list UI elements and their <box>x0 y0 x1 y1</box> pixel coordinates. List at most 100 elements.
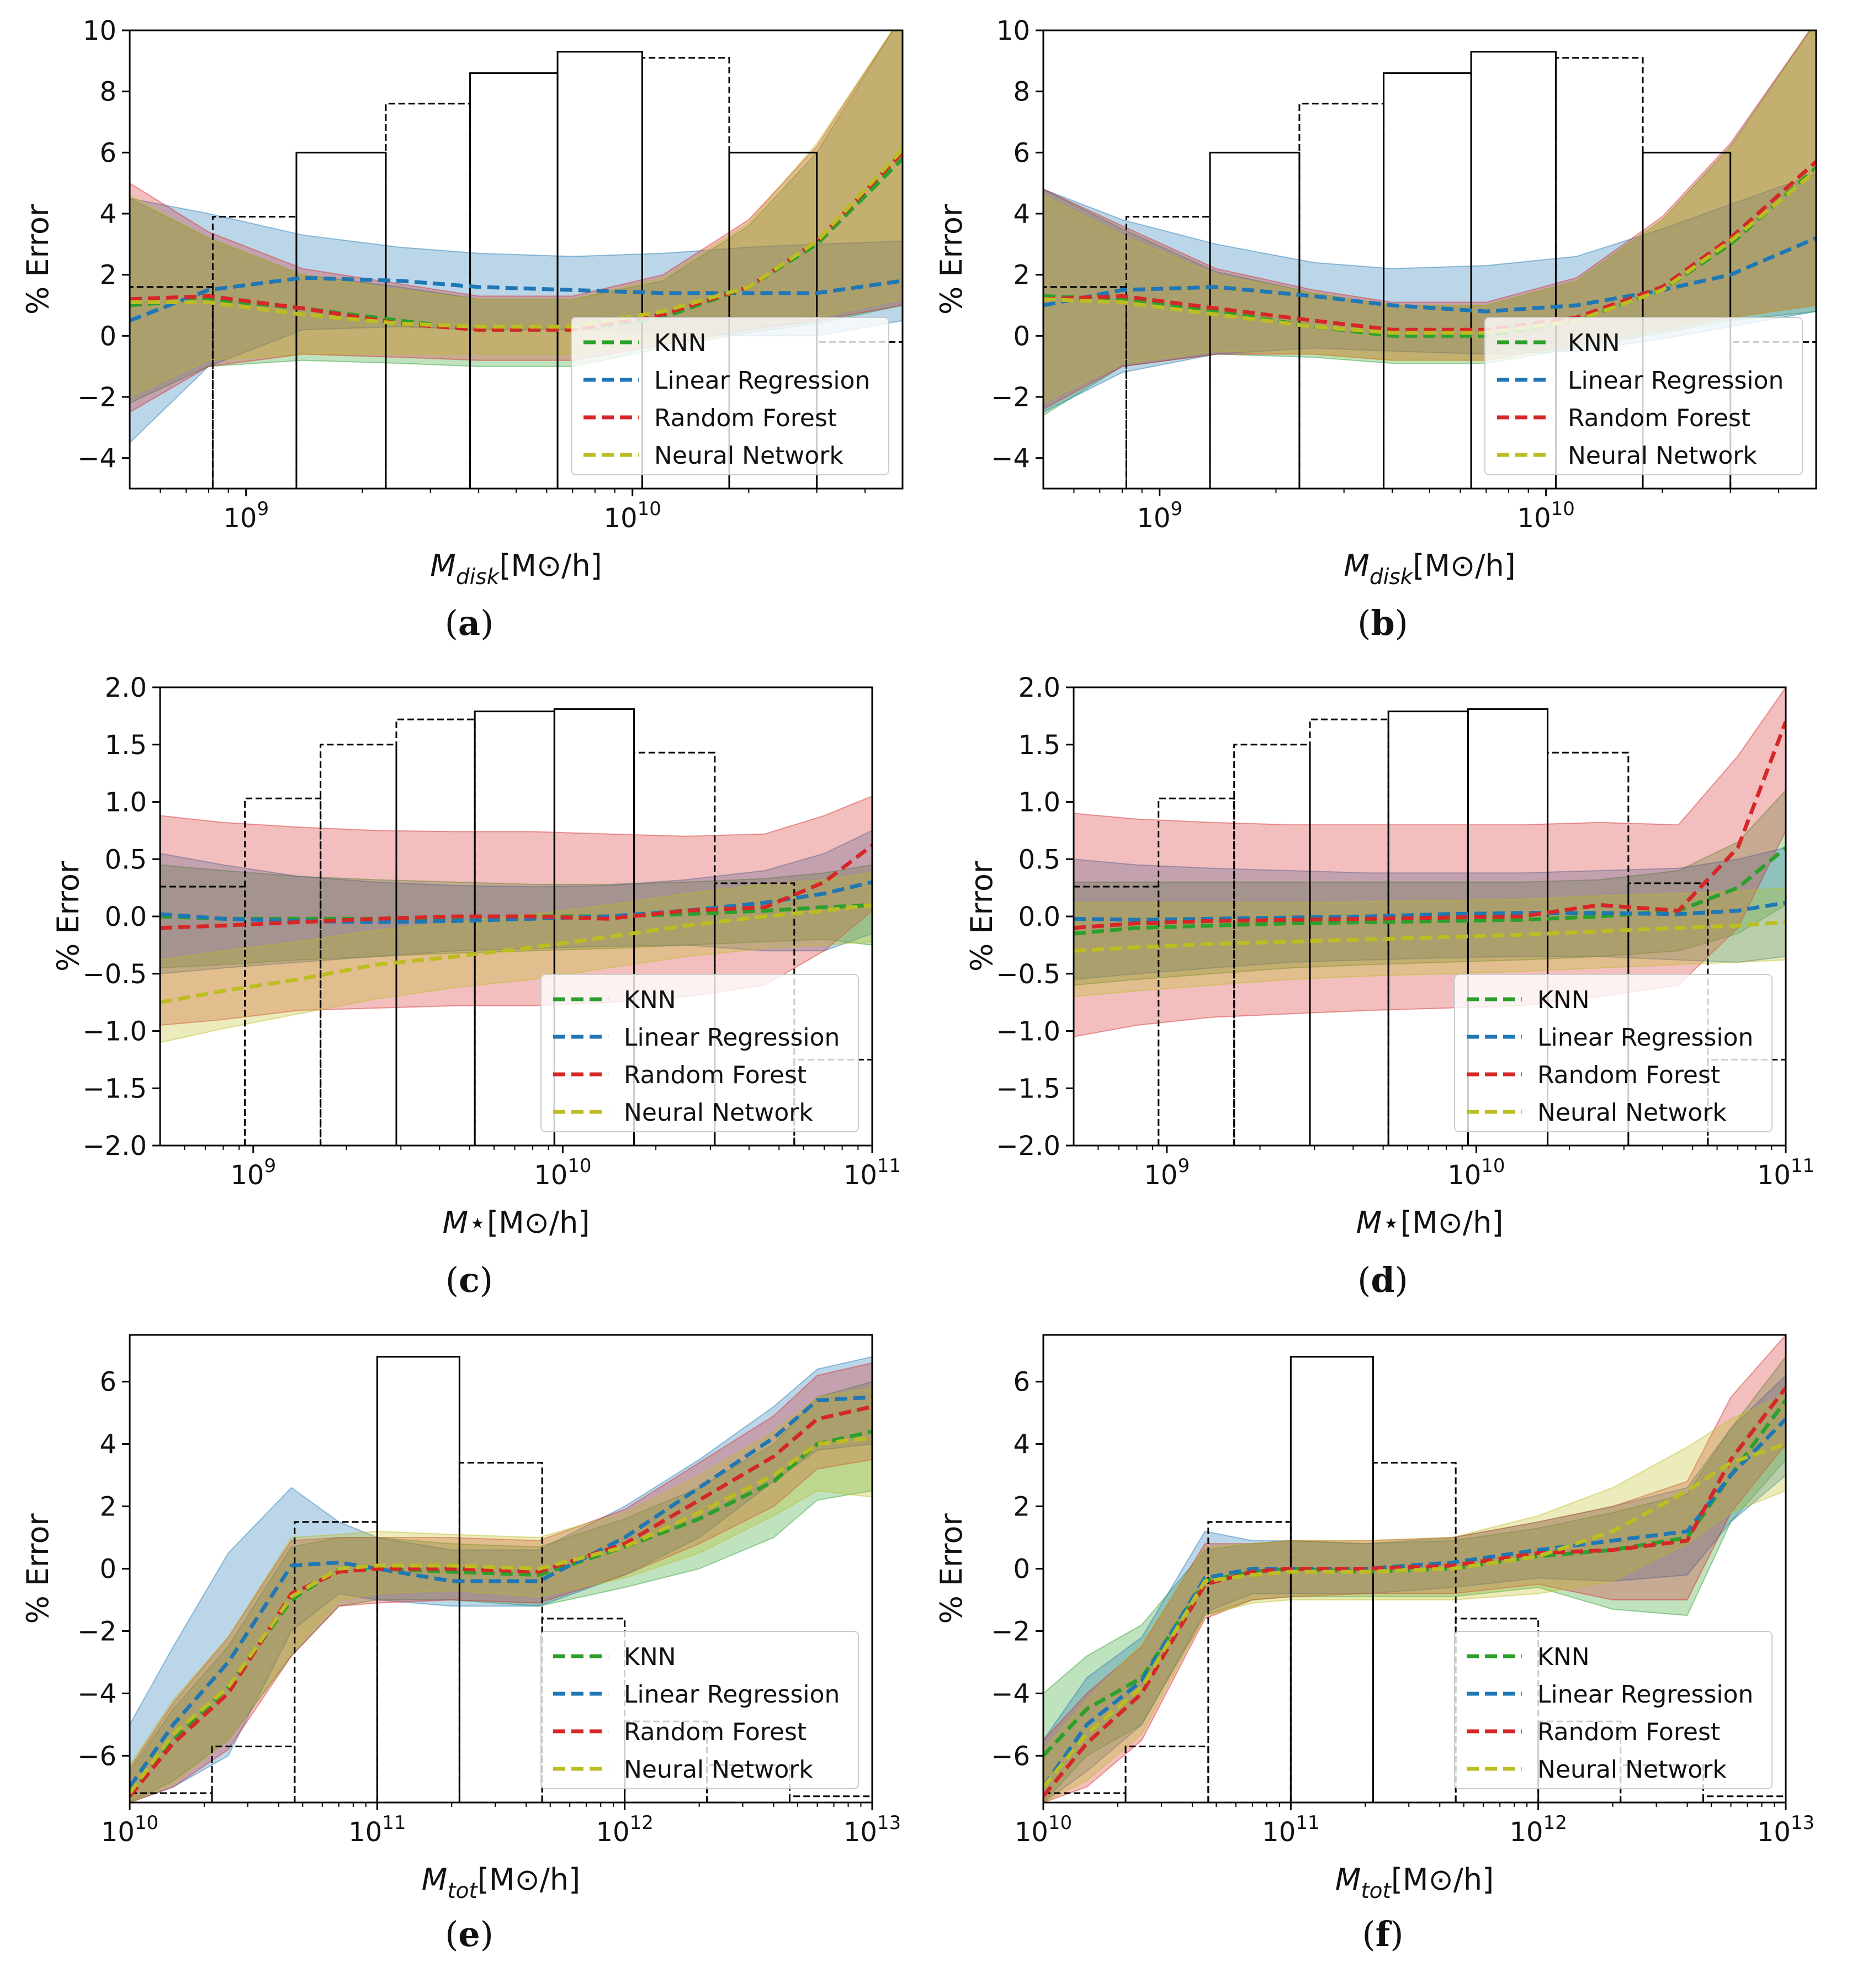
band-linear-regression <box>1043 1375 1786 1803</box>
x-axis-label: Mdisk[M⊙/h] <box>1344 548 1515 590</box>
legend-label: Linear Regression <box>654 367 870 395</box>
y-tick-label: −4 <box>991 443 1030 474</box>
panel-caption: (e) <box>445 1914 493 1954</box>
histogram-bar <box>1043 1792 1127 1803</box>
panel-caption: (d) <box>1357 1260 1408 1300</box>
histogram-bar <box>1547 751 1630 1146</box>
x-axis-label: Mtot[M⊙/h] <box>1335 1862 1494 1904</box>
legend-label: Neural Network <box>1568 442 1757 470</box>
y-tick-label: 6 <box>1013 137 1030 168</box>
band-knn <box>1043 1355 1786 1803</box>
legend: KNN Linear Regression Random Forest Neural … <box>1484 317 1803 475</box>
y-tick-label: 1.5 <box>105 730 147 761</box>
line-random-forest <box>160 844 872 930</box>
y-tick-label: −2 <box>991 382 1030 413</box>
legend-label: KNN <box>1568 329 1620 357</box>
y-tick-label: −2 <box>991 1616 1030 1647</box>
histogram-bar <box>1554 57 1644 489</box>
line-linear-regression <box>1043 236 1816 314</box>
histogram-bar <box>1702 1795 1786 1803</box>
legend-label: Neural Network <box>624 1099 813 1127</box>
legend-label: Linear Regression <box>1568 367 1784 395</box>
histogram-bar <box>1467 708 1549 1146</box>
line-knn <box>130 1429 872 1798</box>
legend: KNN Linear Regression Random Forest Neural … <box>540 974 859 1132</box>
y-tick-label: 6 <box>1013 1367 1030 1398</box>
line-neural-network <box>1074 920 1786 953</box>
histogram-bar <box>553 708 635 1146</box>
x-tick-label: 1012 <box>596 1812 653 1848</box>
x-axis-label: Mtot[M⊙/h] <box>422 1862 580 1904</box>
legend: KNN Linear Regression Random Forest Neural … <box>1454 1631 1773 1789</box>
x-tick-label: 1011 <box>1262 1812 1319 1848</box>
y-tick-label: 0 <box>99 321 116 352</box>
legend-label: Linear Regression <box>624 1024 840 1052</box>
y-axis-label: % Error <box>51 861 86 972</box>
y-tick-label: 8 <box>1013 77 1030 108</box>
histogram-bar <box>788 1795 872 1803</box>
legend-label: KNN <box>654 329 707 357</box>
y-tick-label: 2.0 <box>1018 672 1060 703</box>
line-neural-network <box>130 1435 872 1795</box>
x-tick-label: 109 <box>1137 498 1182 534</box>
x-tick-label: 109 <box>1144 1155 1190 1191</box>
band-knn <box>130 1381 872 1803</box>
histogram-bar <box>244 797 322 1146</box>
histogram-bar <box>1125 216 1211 489</box>
legend-label: Linear Regression <box>1537 1680 1753 1709</box>
x-tick-label: 1011 <box>348 1812 406 1848</box>
x-tick-label: 1011 <box>843 1155 901 1191</box>
y-tick-label: 0.0 <box>1018 902 1060 932</box>
histogram-bar <box>1158 797 1235 1146</box>
line-neural-network <box>1043 1442 1786 1789</box>
y-tick-label: −0.5 <box>996 959 1060 990</box>
legend-label: KNN <box>1537 1643 1590 1671</box>
band-linear-regression <box>130 198 903 444</box>
histogram-bar <box>1372 1462 1457 1803</box>
plot-area <box>130 30 903 489</box>
y-tick-label: 6 <box>99 137 116 168</box>
histogram-bar <box>376 1356 460 1803</box>
panel-caption: (b) <box>1357 603 1408 643</box>
y-tick-label: 10 <box>996 15 1030 46</box>
y-axis-label: % Error <box>20 204 55 315</box>
y-tick-label: 10 <box>83 15 116 46</box>
x-tick-label: 1010 <box>1447 1155 1505 1191</box>
line-neural-network <box>130 148 903 329</box>
y-tick-label: −2.0 <box>82 1131 147 1162</box>
x-axis-label: M⋆[M⊙/h] <box>1356 1205 1504 1240</box>
legend: KNN Linear Regression Random Forest Neural … <box>540 1631 859 1789</box>
legend-label: KNN <box>1537 986 1590 1014</box>
legend-box <box>1484 317 1803 475</box>
x-tick-label: 1010 <box>604 498 661 534</box>
histogram-bar <box>556 51 643 489</box>
band-random-forest <box>1074 687 1786 1037</box>
line-random-forest <box>1043 1386 1786 1798</box>
histogram-bar <box>1642 151 1732 489</box>
panel-caption: (f) <box>1362 1914 1403 1954</box>
histogram-bar <box>1627 882 1709 1146</box>
chart-panel-b: −4 −2 0 2 4 6 8 10 109 1010 % Error Mdisk[M⊙/h] KNN L… <box>934 15 1817 643</box>
band-random-forest <box>160 796 872 1026</box>
y-tick-label: 0.5 <box>1018 844 1060 875</box>
x-tick-label: 1010 <box>101 1812 158 1848</box>
legend-label: KNN <box>624 986 676 1014</box>
legend-box <box>540 974 859 1132</box>
band-linear-regression <box>1043 173 1816 413</box>
legend-label: Random Forest <box>654 404 837 432</box>
y-axis-label: % Error <box>934 1513 969 1624</box>
legend-box <box>1454 1631 1773 1789</box>
y-axis-label: % Error <box>964 861 999 972</box>
y-tick-label: 0 <box>99 1554 116 1585</box>
histogram-bar <box>714 882 795 1146</box>
y-tick-label: −2 <box>77 382 116 413</box>
x-tick-label: 1012 <box>1509 1812 1567 1848</box>
y-tick-label: −0.5 <box>82 959 147 990</box>
y-tick-label: −1.0 <box>82 1016 147 1047</box>
legend-label: Random Forest <box>1537 1718 1720 1746</box>
line-neural-network <box>160 903 872 1005</box>
y-tick-label: 4 <box>1013 1429 1030 1460</box>
legend-label: Random Forest <box>1568 404 1750 432</box>
legend-label: KNN <box>624 1643 676 1671</box>
